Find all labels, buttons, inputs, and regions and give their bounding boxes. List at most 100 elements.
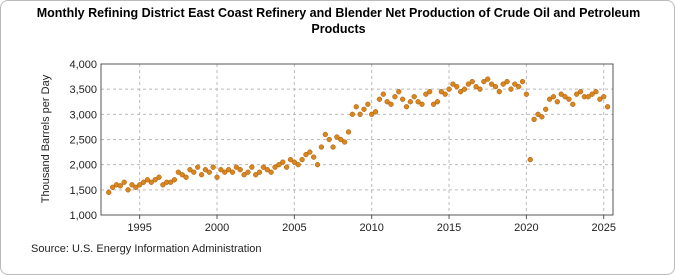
x-tick-label: 2025 — [591, 222, 615, 234]
data-point — [485, 76, 491, 82]
data-point — [117, 183, 123, 189]
data-point — [222, 169, 228, 175]
data-point — [573, 91, 580, 97]
data-point — [589, 91, 595, 97]
data-point — [450, 81, 456, 87]
data-point — [237, 167, 243, 173]
data-point — [357, 111, 363, 117]
data-point — [481, 78, 487, 85]
data-point — [129, 182, 135, 188]
data-point — [369, 111, 375, 117]
y-tick-label: 3,500 — [69, 84, 97, 96]
data-point — [314, 162, 321, 168]
data-point — [171, 177, 178, 183]
data-point — [229, 169, 236, 175]
data-point — [214, 174, 220, 180]
data-point — [365, 101, 371, 107]
data-point — [604, 104, 611, 110]
data-point — [577, 89, 584, 95]
data-point — [399, 96, 406, 102]
data-point — [349, 111, 356, 117]
data-point — [585, 94, 591, 100]
data-point — [558, 91, 564, 97]
data-point — [187, 167, 193, 173]
data-point — [527, 156, 533, 163]
data-point — [562, 94, 568, 100]
plot-frame — [100, 63, 614, 216]
data-point — [264, 167, 270, 173]
data-point — [597, 96, 603, 102]
data-point — [175, 169, 181, 175]
y-tick-label: 4,000 — [69, 59, 97, 71]
data-point — [512, 81, 518, 87]
data-point — [179, 172, 185, 178]
data-point — [156, 174, 162, 180]
source-note: Source: U.S. Energy Information Administ… — [31, 243, 262, 255]
data-point — [144, 177, 151, 183]
data-point — [318, 144, 325, 150]
data-point — [253, 172, 259, 178]
x-tick-label: 2005 — [282, 222, 306, 234]
data-point — [396, 89, 402, 95]
data-point — [419, 101, 425, 107]
data-point — [140, 179, 147, 185]
data-point — [167, 179, 174, 185]
data-point — [295, 162, 301, 168]
data-point — [233, 164, 239, 170]
data-point — [423, 91, 429, 97]
y-tick-label: 2,500 — [69, 135, 97, 147]
data-point — [384, 99, 390, 105]
data-point — [280, 159, 286, 165]
chart-title: Monthly Refining District East Coast Ref… — [36, 6, 641, 36]
data-point — [160, 182, 166, 188]
data-point — [260, 164, 267, 170]
data-point — [593, 89, 599, 95]
data-point — [361, 106, 367, 112]
data-point — [465, 81, 472, 87]
data-point — [566, 96, 572, 102]
data-point — [477, 86, 483, 92]
y-axis-label: Thousand Barrels per Day — [40, 74, 52, 203]
data-point — [531, 116, 537, 123]
data-point — [303, 151, 309, 158]
data-point — [287, 156, 294, 163]
data-point — [345, 129, 352, 135]
data-point — [245, 169, 251, 175]
data-point — [430, 101, 437, 107]
data-point — [291, 159, 298, 165]
data-point — [392, 94, 398, 100]
data-point — [372, 109, 379, 115]
data-point — [550, 94, 557, 100]
data-point — [411, 94, 417, 100]
data-point — [249, 164, 255, 170]
y-tick-label: 2,000 — [69, 160, 97, 172]
data-point — [106, 189, 112, 196]
data-point — [496, 89, 502, 95]
data-point — [535, 111, 541, 117]
data-point — [461, 86, 468, 92]
data-point — [434, 99, 441, 105]
data-point — [322, 131, 328, 138]
data-point — [195, 164, 201, 170]
data-point — [137, 182, 143, 188]
data-point — [307, 149, 313, 155]
data-point — [515, 84, 522, 90]
data-point — [380, 91, 386, 97]
data-point — [442, 91, 448, 97]
data-point — [403, 104, 410, 110]
data-point — [148, 179, 154, 185]
data-point — [202, 167, 209, 173]
data-point — [133, 184, 139, 190]
x-tick-label: 2000 — [205, 222, 229, 234]
data-point — [546, 96, 553, 102]
data-point — [198, 172, 205, 178]
data-point — [210, 164, 216, 170]
data-point — [311, 154, 317, 160]
data-point — [299, 156, 305, 163]
data-point — [334, 134, 340, 140]
data-point — [388, 101, 394, 107]
x-tick-label: 1995 — [127, 222, 151, 234]
data-point — [326, 136, 332, 143]
data-point — [454, 84, 460, 90]
